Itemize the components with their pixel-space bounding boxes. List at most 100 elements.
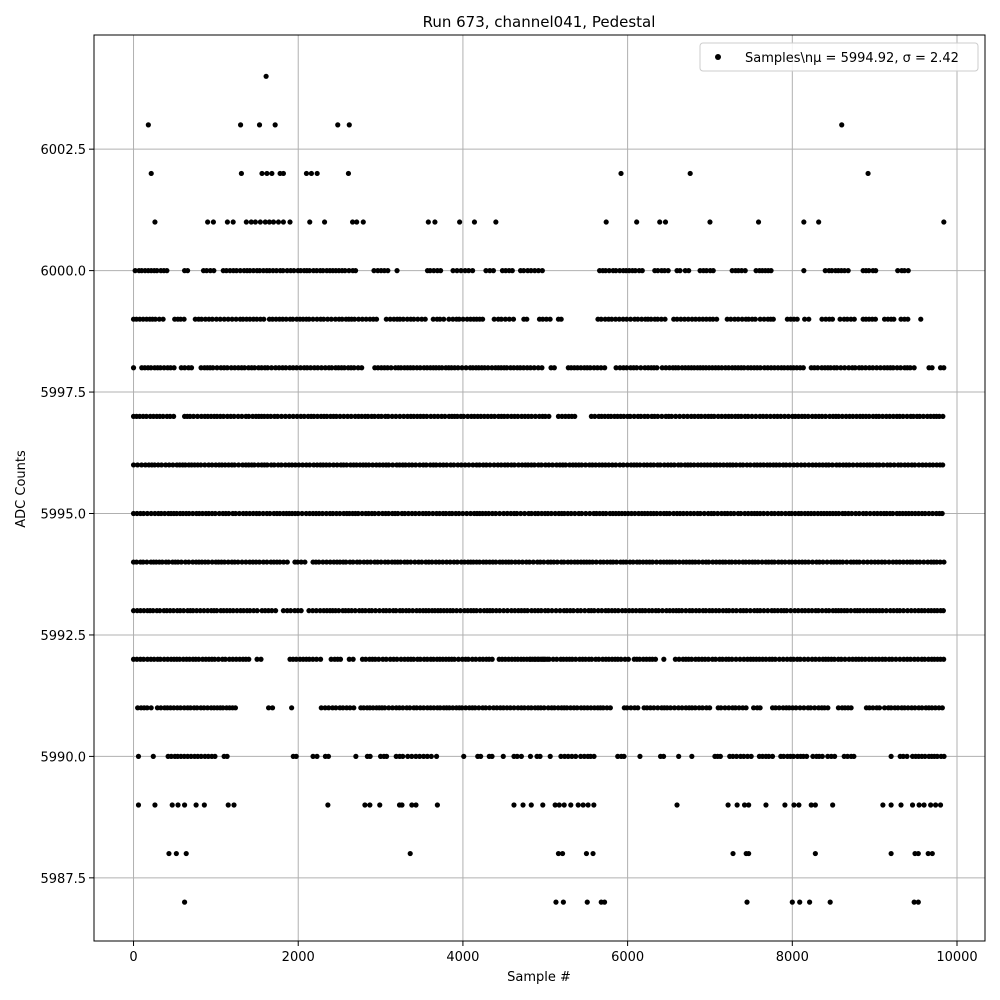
data-point <box>397 413 403 419</box>
data-point <box>280 268 286 274</box>
data-point <box>238 170 244 177</box>
data-point <box>897 656 903 662</box>
data-point <box>555 850 562 857</box>
data-point <box>844 753 851 760</box>
data-point <box>514 510 520 517</box>
data-point <box>792 559 798 565</box>
data-point <box>596 656 602 662</box>
data-point <box>905 705 911 711</box>
data-point <box>560 899 566 905</box>
x-axis: 0 2000 4000 6000 8000 10000 <box>129 941 978 965</box>
data-point <box>696 608 702 614</box>
data-point <box>161 365 167 371</box>
data-point <box>347 705 353 711</box>
data-point <box>816 656 822 662</box>
data-point <box>362 608 368 614</box>
data-point <box>781 753 787 760</box>
data-point <box>684 413 691 419</box>
data-point <box>220 705 226 711</box>
data-point <box>469 268 476 274</box>
data-point <box>318 705 324 711</box>
data-point <box>584 899 590 905</box>
data-point <box>233 316 239 322</box>
data-point <box>486 705 493 711</box>
data-point <box>352 268 359 274</box>
data-point <box>831 656 837 662</box>
y-axis: 5987.5 5990.0 5992.5 5995.0 5997.5 6000.0 6002… <box>41 143 94 887</box>
data-point <box>615 608 621 614</box>
data-point <box>603 510 609 517</box>
data-point <box>205 608 211 614</box>
data-point <box>866 413 872 419</box>
data-point <box>548 510 554 517</box>
data-point <box>919 705 925 711</box>
data-point <box>676 753 682 760</box>
data-point <box>539 365 545 371</box>
data-point <box>345 413 351 419</box>
data-point <box>235 413 241 419</box>
data-point <box>820 559 826 565</box>
data-point <box>164 268 170 274</box>
data-point <box>845 268 851 274</box>
data-point <box>618 170 624 177</box>
data-point <box>624 462 630 468</box>
data-point <box>790 656 797 662</box>
data-point <box>837 316 843 322</box>
data-point <box>509 268 515 274</box>
data-point <box>301 413 307 419</box>
data-point <box>186 559 192 565</box>
data-point <box>371 413 378 419</box>
data-point <box>434 802 440 808</box>
data-point <box>655 705 661 711</box>
data-point <box>346 656 352 662</box>
data-point <box>232 365 238 371</box>
data-point <box>815 365 821 371</box>
data-point <box>273 608 279 614</box>
data-point <box>389 413 395 419</box>
data-point <box>839 413 845 419</box>
data-point <box>275 219 282 225</box>
data-point <box>916 802 922 808</box>
data-point <box>160 316 166 322</box>
data-point <box>362 802 368 808</box>
data-point <box>537 753 543 760</box>
data-point <box>547 316 553 322</box>
y-tick-label: 5990.0 <box>41 750 87 765</box>
data-point <box>221 559 228 565</box>
data-point <box>578 753 584 760</box>
data-point <box>922 656 928 662</box>
data-point <box>504 365 510 371</box>
data-point <box>890 365 896 371</box>
data-point <box>819 753 825 760</box>
data-point <box>407 705 413 711</box>
data-point <box>676 559 682 565</box>
data-point <box>184 268 191 274</box>
data-point <box>812 656 819 662</box>
data-point <box>531 365 537 371</box>
data-point <box>222 656 228 662</box>
data-point <box>400 753 406 760</box>
data-point <box>130 608 137 614</box>
data-point <box>812 802 818 808</box>
data-point <box>459 705 465 711</box>
data-point <box>520 802 526 808</box>
data-point <box>536 656 542 662</box>
data-point <box>701 510 707 517</box>
data-point <box>630 559 636 565</box>
data-point <box>410 608 416 614</box>
data-point <box>763 802 769 808</box>
data-point <box>852 365 858 371</box>
data-point <box>444 559 450 565</box>
data-point <box>389 705 396 711</box>
data-point <box>148 510 154 517</box>
data-point <box>400 705 406 711</box>
data-point <box>579 510 585 517</box>
data-point <box>433 753 440 760</box>
data-point <box>733 753 740 760</box>
data-point <box>351 316 358 322</box>
data-point <box>888 705 894 711</box>
data-point <box>838 656 844 662</box>
data-point <box>135 802 142 808</box>
data-point <box>735 316 741 322</box>
y-tick-label: 5995.0 <box>41 508 87 523</box>
